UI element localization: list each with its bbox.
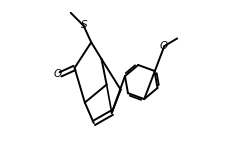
Text: O: O [160,40,168,50]
Text: S: S [81,20,88,30]
Text: O: O [53,69,61,79]
